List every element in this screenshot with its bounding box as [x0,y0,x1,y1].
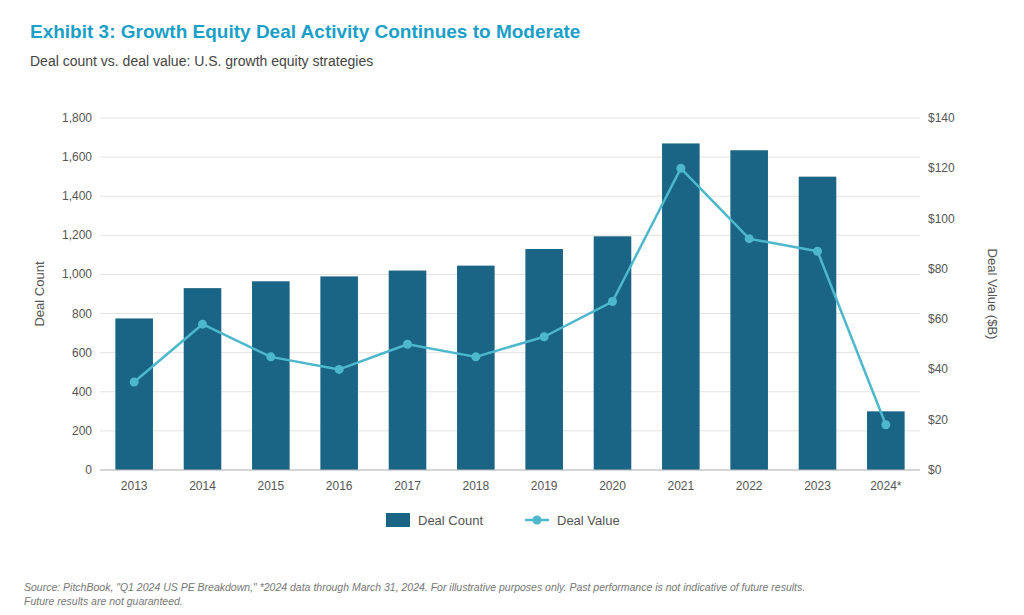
y-tick-label: 600 [72,346,92,360]
x-tick-label: 2018 [462,479,489,493]
bar [389,271,427,470]
x-tick-label: 2016 [326,479,353,493]
y-tick-label: 200 [72,424,92,438]
y2-tick-label: $0 [928,463,942,477]
grid-line [100,470,920,471]
legend-swatch [386,513,410,527]
marker [471,352,480,361]
marker [745,234,754,243]
grid-line [100,157,920,158]
grid-line [100,235,920,236]
y-axis-label: Deal Count [32,261,47,326]
x-tick-label: 2023 [804,479,831,493]
marker [881,420,890,429]
bar [115,318,153,470]
y2-tick-label: $60 [928,312,948,326]
x-tick-label: 2020 [599,479,626,493]
x-tick-label: 2019 [531,479,558,493]
y-tick-label: 400 [72,385,92,399]
line [134,168,886,424]
y-tick-label: 1,600 [62,150,92,164]
legend: Deal Count Deal Value [386,513,620,528]
grid-line [100,118,920,119]
marker [335,365,344,374]
marker [130,378,139,387]
marker [540,332,549,341]
grid-line [100,391,920,392]
grid-line [100,313,920,314]
y2-tick-label: $140 [928,111,955,125]
bar [867,411,905,470]
bar [799,177,837,470]
legend-label: Deal Value [557,513,620,528]
grid-line [100,430,920,431]
legend-label: Deal Count [418,513,483,528]
marks [115,143,904,470]
title: Exhibit 3: Growth Equity Deal Activity C… [30,21,580,42]
grid [100,118,920,470]
source: Source: PitchBook, "Q1 2024 US PE Breakd… [24,581,805,607]
marker [813,247,822,256]
bar [457,266,495,470]
marker [608,297,617,306]
marker [403,340,412,349]
bar [184,288,222,470]
chart: Exhibit 3: Growth Equity Deal Activity C… [0,0,1024,615]
x-tick-label: 2021 [667,479,694,493]
bar [252,281,290,470]
grid-line [100,352,920,353]
legend-marker [533,516,542,525]
x-tick-label: 2014 [189,479,216,493]
y2-tick-label: $100 [928,212,955,226]
x-tick-label: 2024* [870,479,902,493]
y-tick-label: 1,000 [62,267,92,281]
y-tick-label: 0 [85,463,92,477]
x-tick-label: 2015 [257,479,284,493]
bar [320,276,358,470]
y2-tick-label: $20 [928,413,948,427]
source-line: Source: PitchBook, "Q1 2024 US PE Breakd… [24,581,805,593]
marker [266,352,275,361]
bar [730,150,768,470]
x-tick-label: 2017 [394,479,421,493]
y-tick-label: 1,800 [62,111,92,125]
x-tick-label: 2013 [121,479,148,493]
y2-tick-label: $40 [928,362,948,376]
y2-axis-label: Deal Value ($B) [985,249,1000,340]
x-tick-label: 2022 [736,479,763,493]
marker [198,320,207,329]
y-tick-label: 1,200 [62,228,92,242]
y2-tick-label: $80 [928,262,948,276]
y2-tick-label: $120 [928,161,955,175]
grid-line [100,274,920,275]
bar [594,236,632,470]
marker [676,164,685,173]
bar [525,249,563,470]
subtitle: Deal count vs. deal value: U.S. growth e… [30,53,373,69]
grid-line [100,196,920,197]
y-tick-label: 1,400 [62,189,92,203]
source-line: Future results are not guaranteed. [24,595,183,607]
y-tick-label: 800 [72,307,92,321]
x-axis-line [100,470,920,471]
